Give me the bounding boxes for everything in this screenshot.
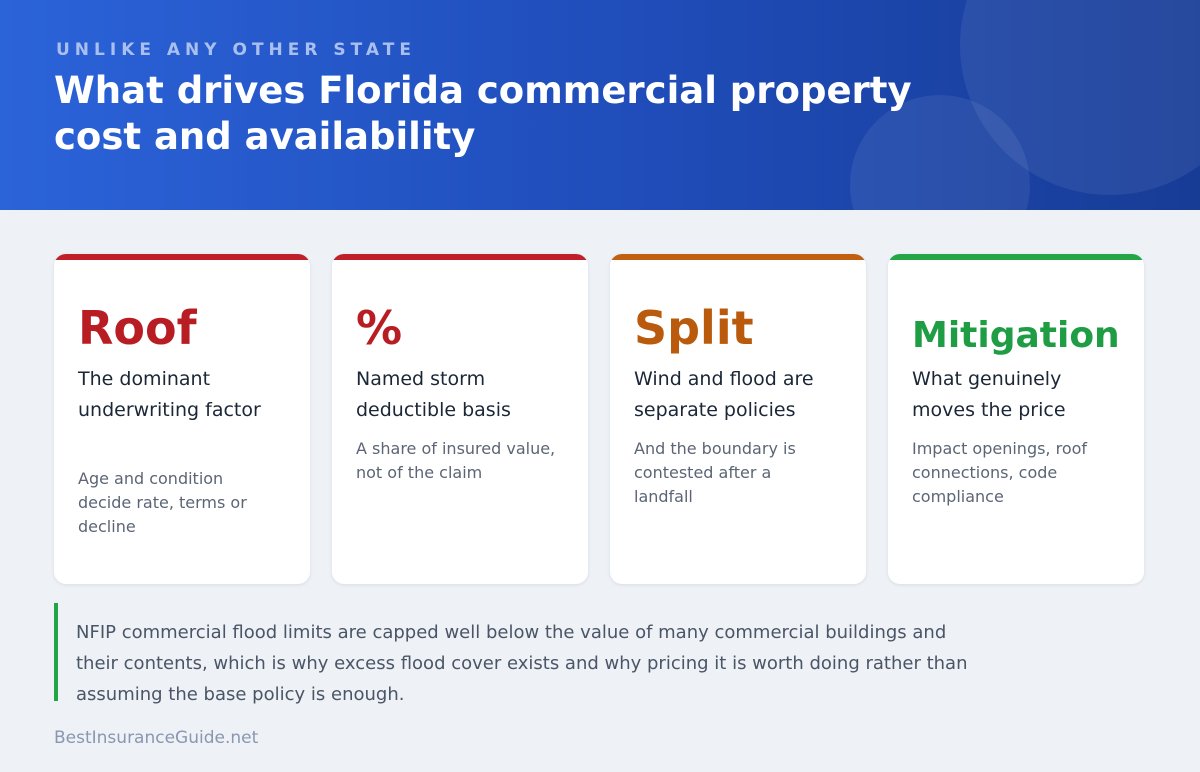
card-description: And the boundary is contested after a la… bbox=[634, 439, 796, 506]
card-accent-bar bbox=[888, 254, 1144, 260]
card-accent-bar bbox=[54, 254, 310, 260]
callout-text: NFIP commercial flood limits are capped … bbox=[76, 622, 968, 705]
card-big-label: Mitigation bbox=[912, 315, 1120, 356]
page-title: What drives Florida commercial property … bbox=[54, 69, 912, 158]
card-description: A share of insured value, not of the cla… bbox=[356, 439, 556, 482]
card-description: Impact openings, roof connections, code … bbox=[912, 439, 1088, 506]
factor-card-roof: Roof The dominant underwriting factor Ag… bbox=[54, 254, 310, 584]
factor-card-mitigation: Mitigation What genuinely moves the pric… bbox=[888, 254, 1144, 584]
card-accent-bar bbox=[332, 254, 588, 260]
card-heading: What genuinely moves the price bbox=[912, 368, 1066, 421]
card-heading: Wind and flood are separate policies bbox=[634, 368, 814, 421]
callout-note: NFIP commercial flood limits are capped … bbox=[54, 603, 988, 705]
header-banner: UNLIKE ANY OTHER STATE What drives Flori… bbox=[0, 0, 1200, 210]
factor-card-split: Split Wind and flood are separate polici… bbox=[610, 254, 866, 584]
card-big-label: Roof bbox=[78, 301, 197, 355]
footer-brand: BestInsuranceGuide.net bbox=[54, 728, 259, 748]
card-heading: The dominant underwriting factor bbox=[78, 368, 261, 421]
eyebrow-text: UNLIKE ANY OTHER STATE bbox=[56, 40, 416, 60]
card-accent-bar bbox=[610, 254, 866, 260]
card-description: Age and condition decide rate, terms or … bbox=[78, 469, 247, 536]
card-heading: Named storm deductible basis bbox=[356, 368, 511, 421]
factor-card-deductible: % Named storm deductible basis A share o… bbox=[332, 254, 588, 584]
card-big-label: % bbox=[356, 301, 403, 355]
card-big-label: Split bbox=[634, 301, 754, 355]
factor-cards: Roof The dominant underwriting factor Ag… bbox=[54, 254, 1144, 584]
